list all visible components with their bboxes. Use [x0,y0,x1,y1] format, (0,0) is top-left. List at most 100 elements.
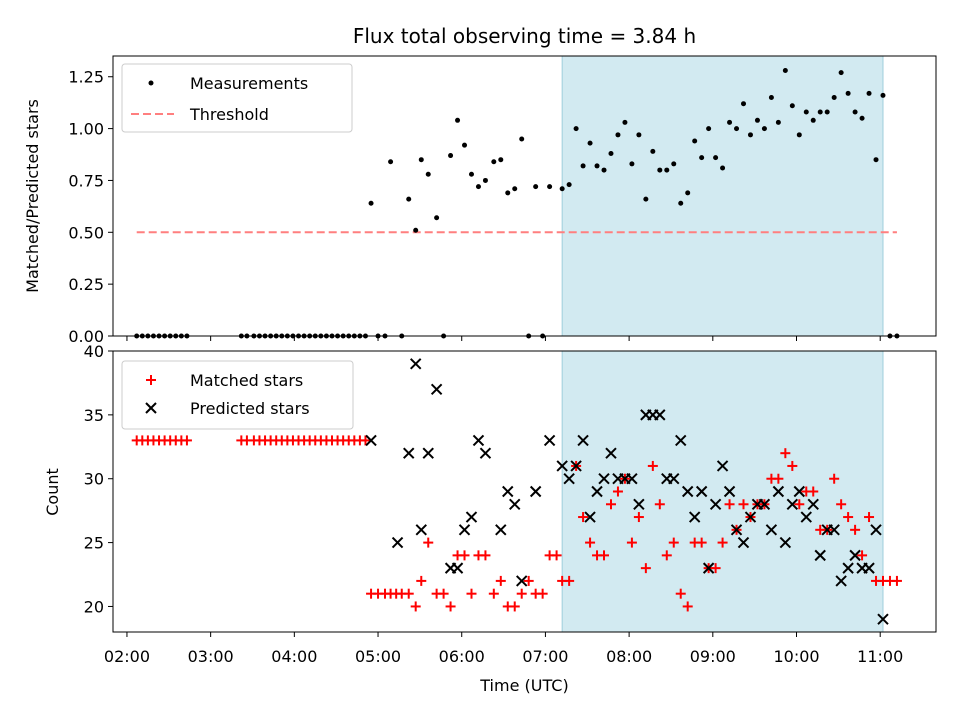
predicted-star-point [870,524,882,536]
predicted-star-point [675,434,687,447]
measurement-point [418,157,424,163]
matched-star-point [808,486,819,497]
predicted-star-point [758,498,771,510]
predicted-star-point [451,562,464,574]
measurement-point [796,132,802,138]
predicted-star-point [835,575,847,587]
top-legend: Measurements Threshold [121,63,353,133]
predicted-star-point [502,485,514,498]
measurement-point [573,126,579,132]
predicted-star-point [688,511,701,523]
predicted-star-point [472,434,485,447]
predicted-star-point [877,613,889,625]
measurement-point [559,186,565,192]
x-tick-label: 03:00 [188,647,234,666]
matched-star-point [578,512,589,523]
matched-star-point [181,435,192,446]
matched-star-point [459,550,470,561]
measurement-point [761,126,767,132]
bottom-panel: 20 25 30 35 40 02:00 03:00 04:00 05:00 06:00 07:0… [43,342,937,695]
measurement-point [775,119,781,125]
measurement-point [491,159,497,165]
measurement-point [448,153,454,159]
matched-star-point [843,512,854,523]
matched-star-point [864,512,875,523]
y-tick-label: 35 [84,406,104,425]
predicted-star-point [807,498,819,510]
x-tick-label: 05:00 [355,647,401,666]
measurement-point [741,101,747,107]
matched-star-point [551,550,562,561]
measurement-point [754,117,760,123]
predicted-star-point [365,434,377,447]
matched-star-point [403,588,414,599]
measurement-point [880,92,886,98]
measurement-point [831,94,837,100]
predicted-star-point [577,434,589,447]
predicted-star-point [842,562,854,574]
predicted-star-point [695,485,708,498]
predicted-star-point [422,447,434,459]
matched-star-point [612,486,623,497]
measurement-point [594,163,600,169]
predicted-star-point [415,524,427,536]
matched-star-point [773,473,784,484]
legend-predicted-label: Predicted stars [190,399,310,418]
x-tick-label: 09:00 [690,647,736,666]
matched-star-point [416,575,427,586]
x-tick-label: 06:00 [439,647,485,666]
predicted-star-point [584,511,596,523]
measurement-point [580,163,586,169]
measurement-point [727,119,733,125]
predicted-star-point [409,358,422,370]
predicted-star-point [391,536,404,549]
measurement-point [671,161,677,167]
measurement-point [462,142,468,148]
matched-star-point [647,460,658,471]
measurement-point [368,200,374,206]
predicted-star-point [495,524,507,536]
measurement-point [615,132,621,138]
matched-star-point [850,524,861,535]
measurement-point [720,165,726,171]
predicted-star-point [828,524,840,536]
matched-star-point [423,537,434,548]
measurement-point [782,68,788,74]
measurement-point [768,94,774,100]
predicted-star-point [765,524,778,536]
x-tick-label: 11:00 [857,647,903,666]
y-tick-label: 0.50 [68,223,104,242]
matched-star-point [410,601,421,612]
measurement-point [859,115,865,121]
legend-predicted-marker [145,402,157,414]
x-tick-label: 08:00 [606,647,652,666]
predicted-star-point [744,511,757,523]
y-tick-label: 0.00 [68,327,104,346]
predicted-star-point [681,485,694,498]
matched-star-point [585,537,596,548]
predicted-star-point [863,562,875,574]
bottom-axes-frame [112,350,937,633]
predicted-star-point [800,511,812,523]
top-title: Flux total observing time = 3.84 h [353,24,696,48]
matched-star-point [780,448,791,459]
matched-star-point [523,575,534,586]
measurement-point [455,117,461,123]
matched-star-point [661,550,672,561]
matched-star-point [794,499,805,510]
predicted-star-point [479,447,492,459]
predicted-star-point [779,536,792,549]
predicted-star-point [591,485,603,498]
measurement-point [533,184,539,190]
measurement-point [852,109,858,115]
predicted-stars-points [365,358,889,625]
measurement-point [706,126,712,132]
bottom-legend: Matched stars Predicted stars [121,360,354,430]
measurement-point [505,190,511,196]
matched-star-point [466,588,477,599]
legend-threshold-label: Threshold [189,105,269,124]
measurement-point [643,196,649,202]
y-tick-label: 1.25 [68,68,104,87]
predicted-star-point [716,460,729,472]
